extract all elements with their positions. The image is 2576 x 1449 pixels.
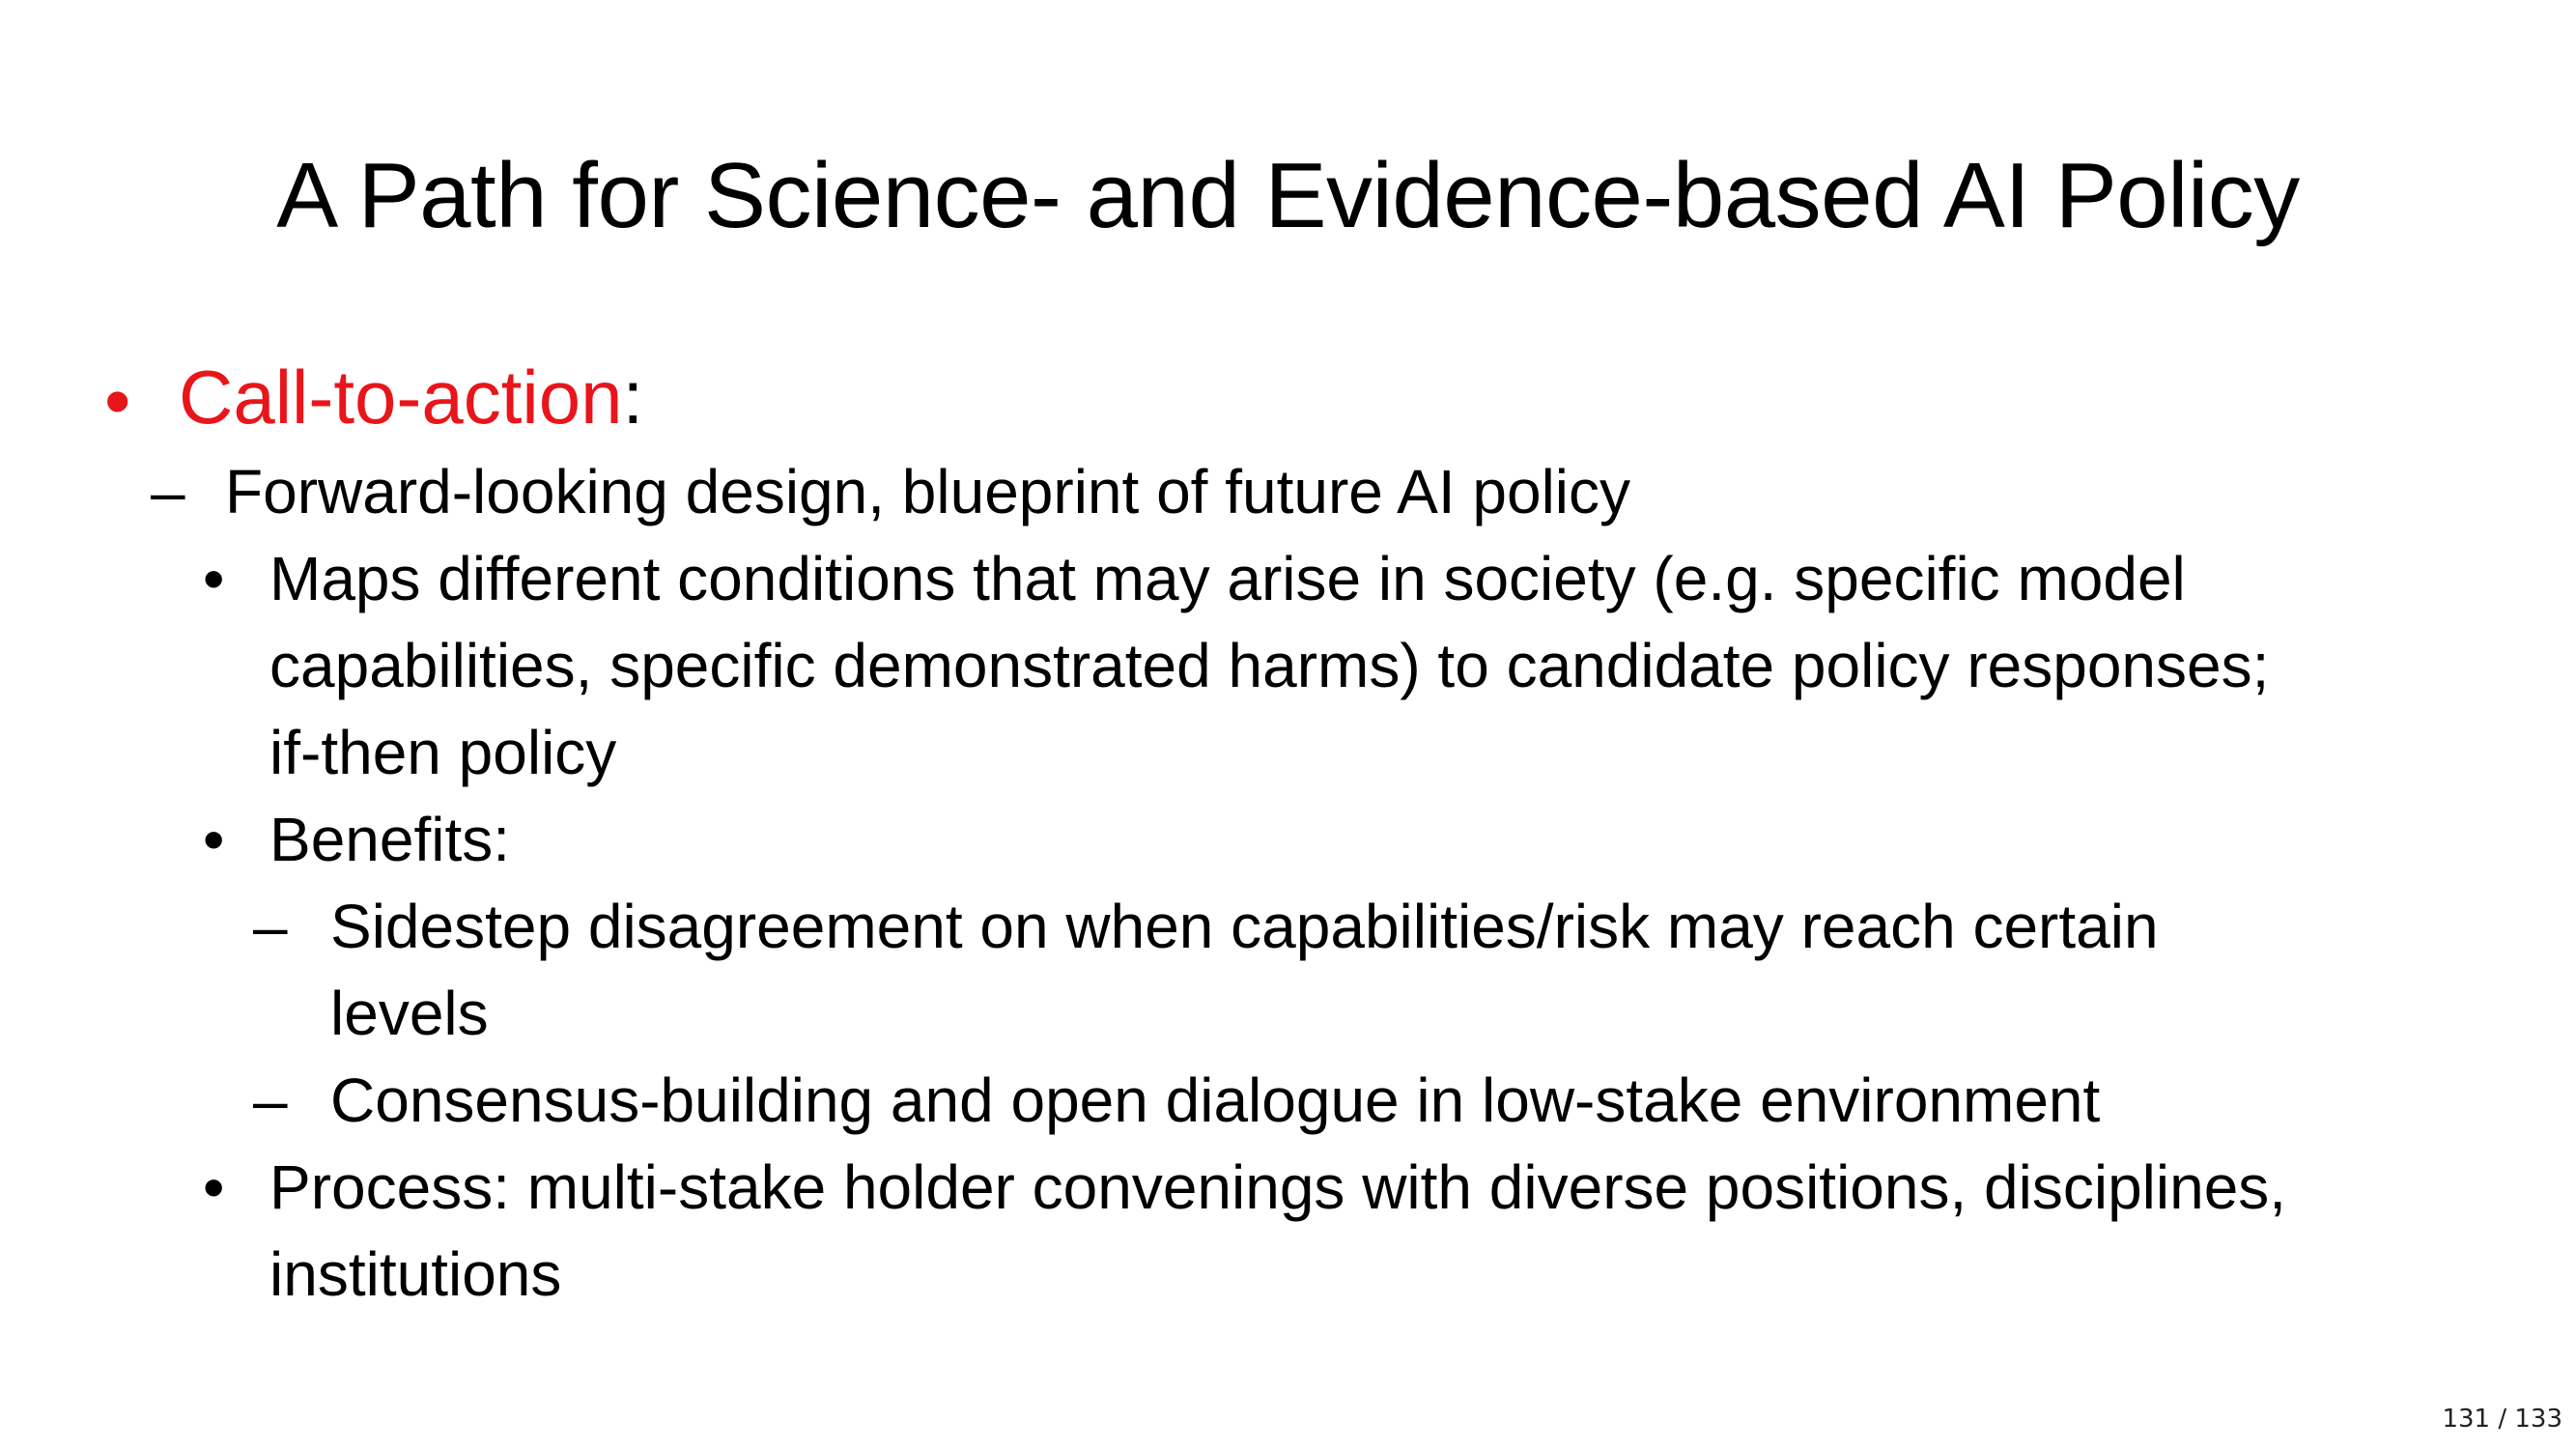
bullet-call-to-action: Call-to-action: xyxy=(179,354,643,441)
call-to-action-label: Call-to-action xyxy=(179,355,623,440)
page-indicator: 131 / 133 xyxy=(2442,1405,2562,1434)
bullet-marker: • xyxy=(203,1152,225,1222)
bullet-benefits: Benefits: xyxy=(269,805,511,874)
bullet-sidestep-line-2: levels xyxy=(330,979,489,1048)
bullet-maps-line-2: capabilities, specific demonstrated harm… xyxy=(269,631,2270,700)
dash-marker: – xyxy=(151,457,185,526)
bullet-maps-line-1: Maps different conditions that may arise… xyxy=(269,544,2186,613)
dash-marker: – xyxy=(253,1065,288,1135)
bullet-maps-line-3: if-then policy xyxy=(269,718,617,787)
bullet-consensus: Consensus-building and open dialogue in … xyxy=(330,1065,2101,1135)
slide-title: A Path for Science- and Evidence-based A… xyxy=(276,144,2300,247)
bullet-forward-looking: Forward-looking design, blueprint of fut… xyxy=(225,457,1630,526)
bullet-marker: • xyxy=(203,805,225,874)
bullet-process-line-2: institutions xyxy=(269,1239,562,1309)
dash-marker: – xyxy=(253,892,288,961)
bullet-process-line-1: Process: multi-stake holder convenings w… xyxy=(269,1152,2287,1222)
bullet-marker: • xyxy=(203,544,225,613)
bullet-sidestep-line-1: Sidestep disagreement on when capabiliti… xyxy=(330,892,2159,961)
bullet-marker: • xyxy=(104,358,131,443)
call-to-action-colon: : xyxy=(622,355,644,440)
